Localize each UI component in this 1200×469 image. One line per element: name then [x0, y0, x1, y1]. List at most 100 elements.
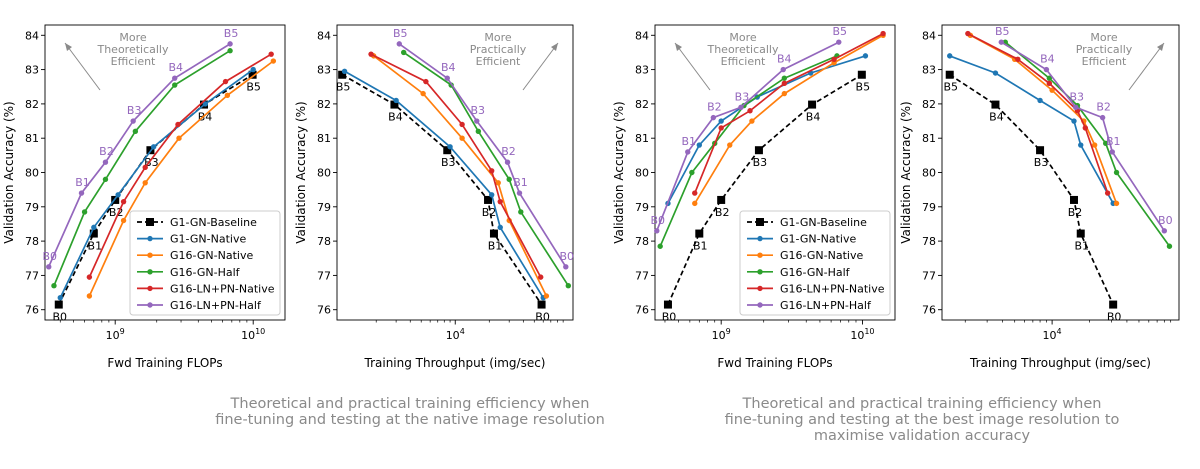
- caption-right-line-3: maximise validation accuracy: [813, 428, 1031, 444]
- point-label-g1-gn-baseline: B3: [1034, 156, 1049, 169]
- series-line-g16-ln-pn-half: [656, 41, 840, 232]
- data-point-g16-gn-native: [176, 135, 182, 141]
- legend-marker-g1-gn-native: [757, 235, 763, 242]
- point-label-g1-gn-baseline: B1: [88, 240, 103, 253]
- caption-right-line-2: fine-tuning and testing at the best imag…: [724, 412, 1120, 428]
- y-tick-label: 80: [317, 167, 331, 180]
- y-tick-label: 78: [25, 235, 39, 248]
- data-point-g16-ln-pn-native: [459, 121, 465, 128]
- series-line-g16-ln-pn-half: [47, 43, 231, 268]
- data-point-g16-ln-pn-native: [86, 274, 93, 280]
- point-label-g1-gn-baseline: B5: [336, 81, 351, 94]
- data-point-g1-gn-native: [992, 70, 999, 76]
- caption-left: Theoretical and practical training effic…: [130, 396, 690, 428]
- point-label-g16-ln-pn-half: B4: [1040, 53, 1055, 66]
- point-label-g1-gn-baseline: B3: [753, 156, 768, 169]
- data-point-g16-ln-pn-half: [1073, 104, 1079, 111]
- y-tick-label: 83: [922, 64, 936, 77]
- x-axis-label: Training Throughput (img/sec): [364, 356, 546, 370]
- series-line-g16-gn-native: [694, 34, 884, 204]
- annotation-line: More: [484, 31, 512, 44]
- data-point-g1-gn-baseline: [489, 229, 498, 238]
- annotation-line: Efficient: [1082, 55, 1127, 68]
- efficiency-arrow-head: [65, 43, 72, 51]
- point-label-g1-gn-baseline: B0: [1107, 311, 1122, 324]
- data-point-g1-gn-baseline: [537, 300, 546, 309]
- point-label-g1-gn-baseline: B4: [388, 111, 403, 124]
- series-line-g16-gn-half: [659, 55, 838, 247]
- x-axis-label: Fwd Training FLOPs: [717, 356, 832, 370]
- legend-label-g1-gn-native: G1-GN-Native: [170, 233, 246, 246]
- efficiency-arrow-shaft: [522, 42, 559, 91]
- caption-right-line-1: Theoretical and practical training effic…: [742, 396, 1102, 412]
- data-point-g16-gn-half: [81, 209, 88, 215]
- y-tick-label: 80: [25, 167, 39, 180]
- legend-marker-g16-ln-pn-native: [757, 285, 763, 292]
- y-tick-label: 79: [25, 201, 39, 214]
- chart-4: 76 77 78 79 80 81 82 83 84 104 Training Throughput…: [899, 24, 1180, 370]
- data-point-g16-gn-native: [142, 180, 148, 186]
- data-point-g1-gn-native: [150, 144, 157, 150]
- data-point-g16-ln-pn-half: [998, 39, 1004, 45]
- efficiency-arrow-head: [675, 43, 682, 51]
- y-axis-label: Validation Accuracy (%): [294, 101, 308, 243]
- legend-marker-g16-gn-native: [757, 252, 763, 258]
- data-point-g1-gn-baseline: [1069, 195, 1078, 204]
- point-label-g16-ln-pn-half: B0: [651, 214, 666, 227]
- plot-frame: [941, 24, 1180, 321]
- point-label-g1-gn-baseline: B5: [943, 81, 958, 94]
- data-point-g16-ln-pn-half: [46, 264, 52, 270]
- point-label-g16-ln-pn-half: B5: [833, 25, 848, 38]
- data-point-g16-gn-half: [565, 282, 572, 289]
- y-tick-label: 77: [25, 269, 39, 282]
- legend-marker-g16-gn-native: [147, 252, 153, 258]
- legend-label-g16-ln-pn-native: G16-LN+PN-Native: [170, 282, 275, 295]
- point-label-g1-gn-baseline: B1: [693, 240, 708, 253]
- y-tick-label: 76: [635, 304, 649, 317]
- y-tick-label: 79: [635, 201, 649, 214]
- series-line-g16-ln-pn-half: [398, 43, 567, 268]
- caption-left-line-2: fine-tuning and testing at the native im…: [215, 412, 605, 428]
- legend-label-g1-gn-baseline: G1-GN-Baseline: [170, 216, 257, 229]
- point-label-g16-ln-pn-half: B4: [168, 61, 183, 74]
- legend-label-g1-gn-baseline: G1-GN-Baseline: [780, 216, 867, 229]
- data-point-g1-gn-baseline: [484, 195, 493, 204]
- series-line-g16-gn-native: [88, 60, 274, 297]
- data-point-g16-gn-half: [1113, 169, 1120, 176]
- data-point-g16-gn-half: [781, 75, 788, 81]
- data-point-g16-gn-native: [543, 293, 550, 299]
- data-point-g1-gn-baseline: [1076, 229, 1085, 238]
- x-tick-label: 104: [1043, 327, 1062, 342]
- y-tick-label: 84: [25, 29, 39, 42]
- data-point-g16-gn-native: [86, 293, 93, 299]
- data-point-g16-gn-native: [1049, 87, 1055, 93]
- data-point-g16-gn-half: [689, 169, 695, 176]
- data-point-g16-ln-pn-native: [268, 51, 274, 57]
- series-line-g16-ln-pn-native: [967, 32, 1109, 194]
- y-tick-label: 76: [317, 304, 331, 317]
- data-point-g16-ln-pn-half: [130, 118, 136, 124]
- y-tick-label: 78: [635, 235, 649, 248]
- point-label-g1-gn-baseline: B3: [144, 156, 159, 169]
- annotation-line: Practically: [470, 43, 527, 56]
- point-label-g16-ln-pn-half: B0: [42, 250, 57, 263]
- data-point-g16-gn-half: [1046, 75, 1053, 81]
- y-tick-label: 79: [317, 201, 331, 214]
- x-axis-label: Training Throughput (img/sec): [969, 356, 1151, 370]
- data-point-g16-ln-pn-half: [227, 41, 233, 47]
- y-tick-label: 76: [922, 304, 936, 317]
- data-point-g16-gn-native: [781, 90, 788, 97]
- data-point-g16-ln-pn-native: [423, 78, 429, 85]
- efficiency-arrow-shaft: [1128, 42, 1165, 91]
- data-point-g16-ln-pn-native: [488, 168, 495, 174]
- data-point-g16-ln-pn-native: [692, 190, 698, 196]
- series-line-g16-ln-pn-native: [88, 53, 272, 278]
- data-point-g16-gn-half: [657, 243, 663, 249]
- data-point-g1-gn-baseline: [991, 100, 1000, 109]
- data-point-g16-ln-pn-half: [78, 190, 85, 196]
- point-label-g1-gn-baseline: B2: [482, 206, 497, 219]
- data-point-g1-gn-baseline: [443, 146, 452, 155]
- point-label-g1-gn-baseline: B3: [441, 156, 456, 169]
- data-point-g16-gn-native: [420, 90, 426, 97]
- y-tick-label: 81: [922, 132, 936, 145]
